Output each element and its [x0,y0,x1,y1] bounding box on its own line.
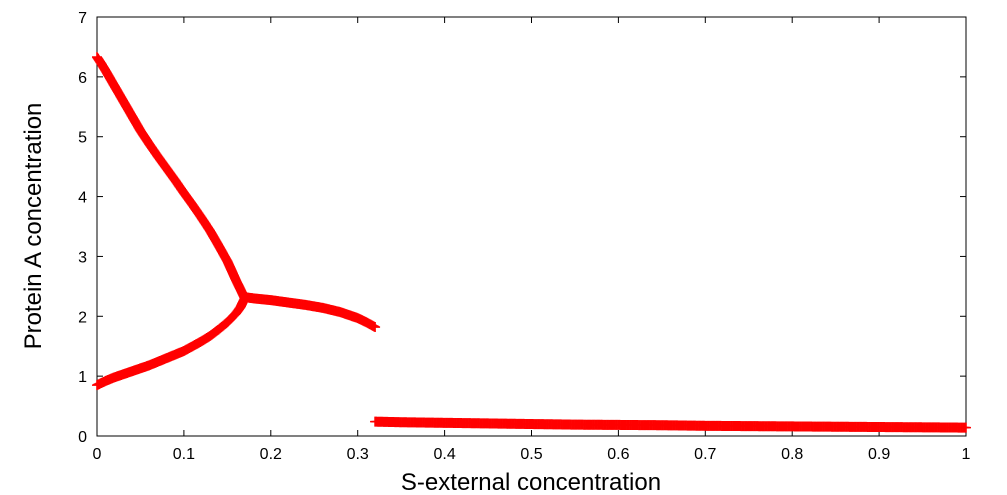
plot-frame [96,16,967,437]
data-point [370,322,381,333]
x-tick-label: 1 [962,446,971,463]
x-tick-label: 0.8 [781,446,803,463]
x-tick-label: 0.1 [173,446,195,463]
x-tick-label: 0.7 [694,446,716,463]
y-tick-label: 6 [78,70,87,87]
x-tick-label: 0.5 [520,446,542,463]
axis-tick-labels: 0 0.1 0.2 0.3 0.4 0.5 0.6 0.7 0.8 0.9 1 0 1 2 3 4 5 6 7 [78,10,970,463]
x-tick-label: 0.4 [433,446,455,463]
x-tick-label: 0 [93,446,102,463]
y-tick-label: 1 [78,369,87,386]
y-tick-label: 4 [78,190,87,207]
x-axis-title: S-external concentration [401,469,661,495]
y-tick-label: 3 [78,249,87,266]
data-points [92,52,971,433]
y-tick-label: 0 [78,429,87,446]
axis-ticks [96,16,967,437]
data-point [961,422,971,433]
y-axis-title: Protein A concentration [20,103,47,350]
y-tick-label: 2 [78,309,87,326]
x-tick-label: 0.2 [260,446,282,463]
x-tick-label: 0.6 [607,446,629,463]
y-tick-label: 5 [78,130,87,147]
x-tick-label: 0.9 [868,446,890,463]
x-tick-label: 0.3 [347,446,369,463]
y-tick-label: 7 [78,10,87,27]
